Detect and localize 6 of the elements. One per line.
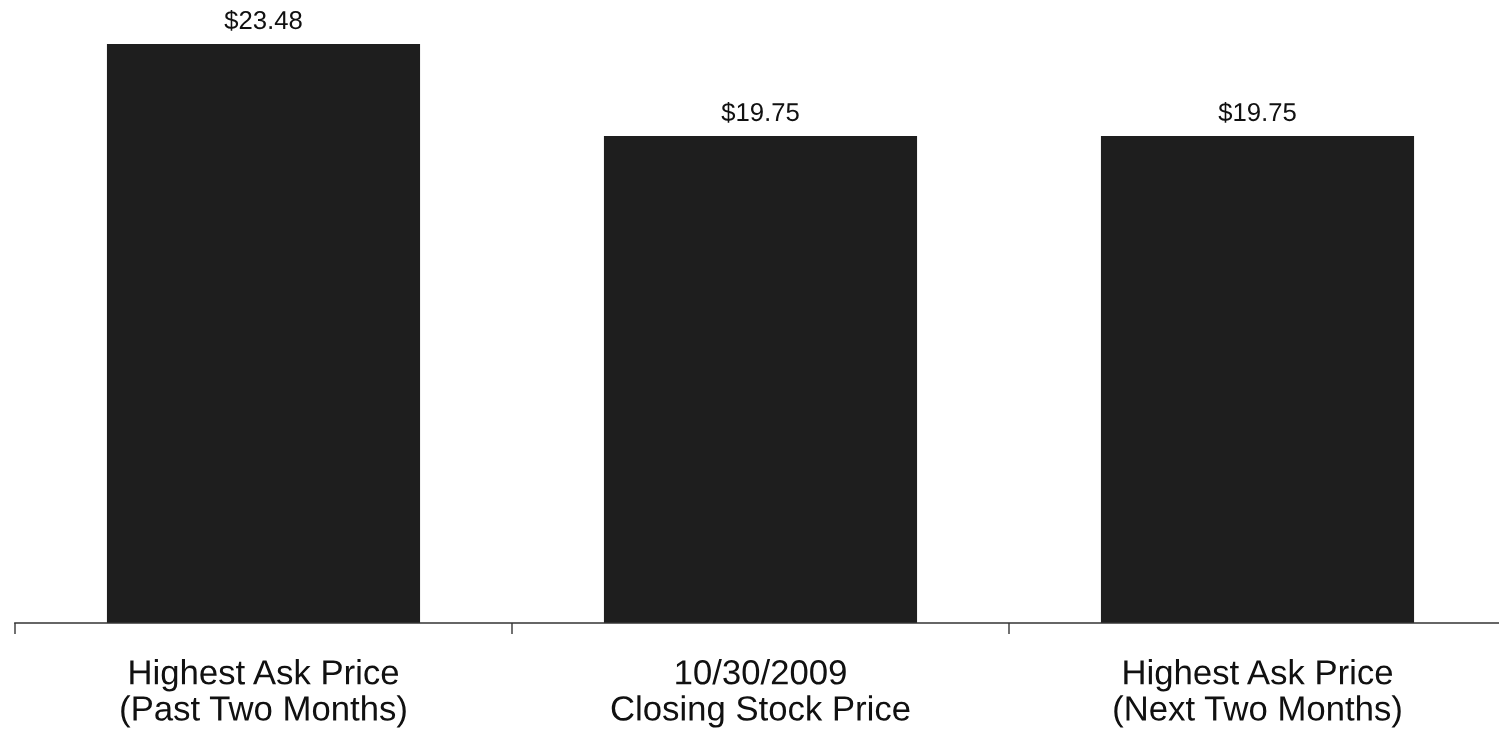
x-tick-label: Highest Ask Price (Past Two Months) [121,659,406,728]
data-label: $19.75 [1218,101,1296,123]
data-label: $19.75 [721,101,799,123]
data-label: $23.48 [224,9,302,31]
x-tick-label: 10/30/2009 Closing Stock Price [611,659,910,728]
x-tick-label: Highest Ask Price (Next Two Months) [1114,659,1401,728]
